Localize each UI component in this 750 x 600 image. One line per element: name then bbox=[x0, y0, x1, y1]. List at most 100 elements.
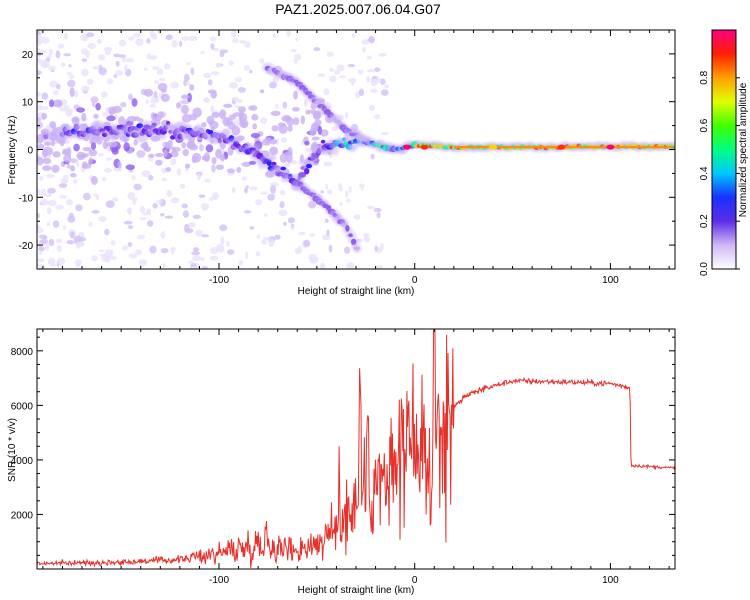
spectrogram-noise-cell bbox=[69, 158, 78, 163]
spectrogram-noise-cell bbox=[160, 231, 166, 239]
spectrogram-noise-cell bbox=[237, 87, 246, 93]
spectrogram-noise-cell bbox=[39, 234, 47, 239]
spectrogram-noise-cell bbox=[278, 209, 288, 217]
spectrogram-noise-cell bbox=[148, 153, 155, 158]
spectrogram-noise-cell bbox=[215, 164, 224, 170]
spectrogram-noise-cell bbox=[60, 178, 69, 184]
snr-ytick-label: 2000 bbox=[11, 510, 34, 521]
spectrogram-noise-cell bbox=[227, 249, 235, 256]
spectrogram-noise-cell bbox=[181, 104, 189, 115]
spectrogram-noise-cell bbox=[357, 69, 364, 75]
spectrogram-noise-cell bbox=[68, 212, 74, 219]
spectrogram-peak bbox=[489, 144, 497, 150]
spectrogram-noise-cell bbox=[37, 70, 42, 76]
spectrogram-noise-cell bbox=[128, 93, 133, 101]
spectrogram-noise-cell bbox=[53, 90, 59, 96]
spectrogram-noise-cell bbox=[211, 164, 216, 173]
spectrogram-noise-cell bbox=[238, 260, 244, 266]
spectrogram-cell bbox=[304, 168, 310, 175]
spectrogram-cell bbox=[345, 225, 350, 232]
spectrogram-noise-cell bbox=[283, 161, 291, 168]
page-title: PAZ1.2025.007.06.04.G07 bbox=[275, 1, 441, 17]
spectrogram-noise-cell bbox=[219, 109, 226, 120]
spectrogram-noise-cell bbox=[37, 224, 41, 230]
spectrogram-noise-cell bbox=[126, 208, 131, 214]
spectrogram-peak bbox=[402, 144, 411, 150]
spectrogram-noise-cell bbox=[192, 214, 201, 219]
spectrogram-noise-cell bbox=[308, 201, 317, 209]
spectrogram-noise-cell bbox=[251, 114, 259, 121]
spectrogram-noise-cell bbox=[252, 123, 258, 130]
spectrogram-noise-cell bbox=[128, 253, 138, 259]
spectrogram-noise-cell bbox=[152, 66, 160, 70]
spectrogram-noise-cell bbox=[132, 198, 136, 206]
spectrogram-noise-cell bbox=[114, 70, 124, 76]
spectrogram-noise-cell bbox=[160, 93, 170, 102]
spectrogram-noise-cell bbox=[154, 80, 160, 84]
spectrogram-noise-cell bbox=[323, 88, 330, 96]
spectrogram-cell bbox=[298, 172, 306, 178]
spectrogram-noise-cell bbox=[96, 39, 102, 44]
spectrogram-noise-cell bbox=[243, 65, 250, 71]
spectrogram-noise-cell bbox=[161, 168, 167, 174]
spectrogram-noise-cell bbox=[336, 64, 345, 72]
spectrogram-noise-cell bbox=[310, 257, 319, 261]
spectrogram-noise-cell bbox=[37, 258, 45, 263]
spectrogram-noise-cell bbox=[378, 53, 387, 57]
spectrogram-noise-cell bbox=[152, 203, 158, 209]
spectrogram-noise-cell bbox=[323, 161, 333, 167]
spectrogram-noise-cell bbox=[47, 187, 56, 194]
spectrogram-marks bbox=[37, 30, 675, 269]
spectrogram-noise-cell bbox=[135, 38, 144, 46]
spectrogram-noise-cell bbox=[170, 197, 180, 204]
spectrogram-noise-cell bbox=[179, 183, 186, 189]
spectrogram-noise-cell bbox=[191, 156, 198, 164]
spectrogram-noise-cell bbox=[60, 62, 66, 67]
spectrogram-noise-cell bbox=[41, 112, 47, 120]
spectrogram-noise-cell bbox=[91, 209, 100, 214]
spectrogram-noise-cell bbox=[83, 192, 91, 201]
spectrogram-noise-cell bbox=[165, 34, 173, 41]
spectrogram-noise-cell bbox=[260, 191, 268, 195]
spectrogram-noise-cell bbox=[228, 114, 237, 120]
spectrogram-noise-cell bbox=[309, 109, 317, 114]
spectrogram-noise-cell bbox=[123, 134, 128, 144]
spectrogram-noise-cell bbox=[160, 88, 167, 93]
spectrogram-noise-cell bbox=[232, 96, 239, 102]
spectrogram-noise-cell bbox=[87, 43, 96, 49]
spectrogram-noise-cell bbox=[41, 92, 49, 100]
spectrogram-noise-cell bbox=[187, 92, 192, 103]
spectrogram-noise-cell bbox=[226, 168, 236, 174]
spectrogram-noise-cell bbox=[127, 225, 134, 230]
spectrogram-noise-cell bbox=[259, 89, 265, 94]
spectrogram-noise-cell bbox=[76, 107, 85, 113]
spectrogram-noise-cell bbox=[82, 146, 92, 152]
spectrogram-noise-cell bbox=[309, 233, 316, 237]
spectrogram-noise-cell bbox=[42, 165, 52, 171]
spectrogram-noise-cell bbox=[181, 113, 192, 123]
spectrogram-noise-cell bbox=[97, 153, 104, 157]
spectrogram-noise-cell bbox=[210, 247, 219, 254]
spectrogram-noise-cell bbox=[304, 140, 310, 146]
spectrogram-noise-cell bbox=[131, 175, 136, 180]
spectrogram-noise-cell bbox=[360, 187, 364, 191]
spectrogram-noise-cell bbox=[272, 33, 276, 38]
spectrogram-noise-cell bbox=[55, 238, 63, 244]
spectrogram-noise-cell bbox=[102, 140, 108, 150]
spectrogram-noise-cell bbox=[210, 71, 220, 76]
spectrogram-noise-cell bbox=[158, 77, 166, 82]
spectrogram-noise-cell bbox=[67, 147, 72, 157]
spectrogram-noise-cell bbox=[190, 67, 195, 76]
spectrogram-noise-cell bbox=[188, 222, 196, 228]
spectrogram-noise-cell bbox=[76, 151, 86, 161]
spectrogram-noise-cell bbox=[220, 236, 225, 245]
spectrogram-noise-cell bbox=[149, 55, 158, 60]
spectrogram-noise-cell bbox=[366, 55, 372, 60]
spectrogram-halo bbox=[136, 134, 149, 143]
spectrogram-noise-cell bbox=[164, 141, 171, 150]
spectrogram-noise-cell bbox=[48, 65, 56, 71]
colorbar-label: Normalized spectral amplitude bbox=[738, 82, 749, 217]
spectrogram-noise-cell bbox=[145, 100, 149, 104]
spectrogram-noise-cell bbox=[44, 193, 52, 197]
spectrogram-noise-cell bbox=[362, 233, 370, 238]
